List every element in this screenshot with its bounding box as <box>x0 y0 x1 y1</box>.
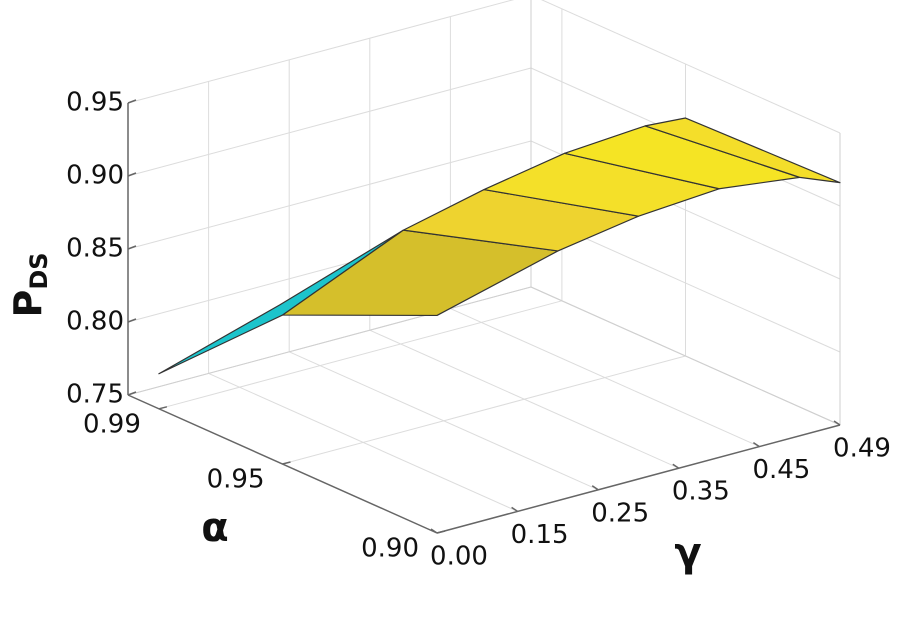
x-tick <box>752 441 760 448</box>
z-tick <box>127 318 137 323</box>
grid-line <box>127 0 515 104</box>
z-tick-label: 0.90 <box>66 161 124 191</box>
y-axis-title: α <box>201 505 228 551</box>
grid-line <box>127 67 532 177</box>
z-tick <box>127 172 137 177</box>
x-tick-label: 0.25 <box>591 498 649 528</box>
z-tick-label: 0.75 <box>66 380 124 410</box>
x-tick <box>511 506 519 513</box>
x-tick-label: 0.45 <box>752 455 810 485</box>
box-edge <box>530 286 841 426</box>
x-tick-label: 0.00 <box>430 542 488 572</box>
grid-line <box>282 355 686 465</box>
z-tick-label: 0.95 <box>66 88 124 118</box>
z-axis-title-sub: DS <box>25 252 53 289</box>
x-axis <box>436 424 841 534</box>
x-tick <box>430 528 438 534</box>
x-tick-label: 0.35 <box>672 477 730 507</box>
surface <box>158 117 841 375</box>
y-tick <box>282 461 291 465</box>
x-tick <box>591 485 599 491</box>
grid-line <box>158 300 563 410</box>
y-tick-label: 0.95 <box>207 465 265 495</box>
y-tick <box>158 406 168 410</box>
surface-face <box>644 117 841 184</box>
z-tick <box>127 391 137 396</box>
z-tick-label: 0.80 <box>66 307 124 337</box>
x-tick <box>672 463 680 469</box>
x-axis-title: γ <box>674 530 701 576</box>
y-tick-label: 0.90 <box>361 534 419 564</box>
axes: 0.75 0.80 0.85 0.90 0.95 0.90 0.95 0.99 0.00 0.15… <box>66 88 891 572</box>
z-tick-label: 0.85 <box>66 234 124 264</box>
z-axis-title-main: P <box>6 290 50 318</box>
grid-line <box>127 140 532 250</box>
y-tick-label: 0.99 <box>83 409 141 439</box>
z-tick <box>127 245 137 250</box>
x-tick-label: 0.15 <box>511 520 569 550</box>
x-tick <box>833 420 841 426</box>
y-tick <box>436 530 446 534</box>
z-axis-title: PDS <box>6 252 54 317</box>
box-edge <box>127 286 532 396</box>
z-tick <box>127 99 137 104</box>
x-tick-label: 0.49 <box>833 434 891 464</box>
